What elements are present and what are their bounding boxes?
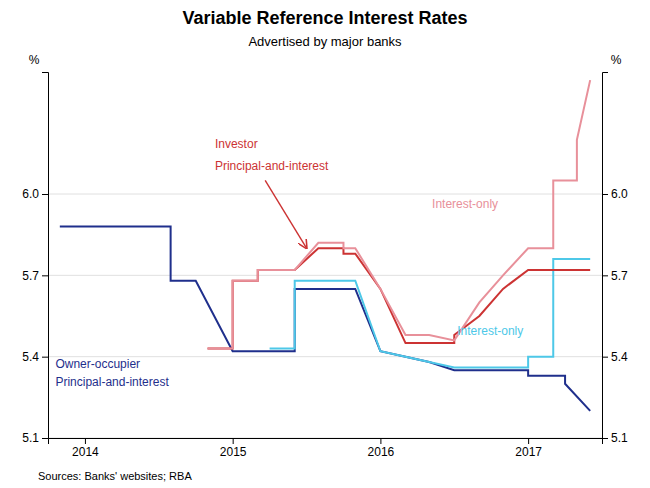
tick-mark — [42, 438, 48, 439]
tick-label: 6.0 — [22, 187, 39, 201]
tick: 6.0 — [22, 187, 48, 201]
tick: 2015 — [220, 438, 247, 459]
annotation: Interest-only — [457, 324, 523, 338]
tick-mark — [602, 275, 608, 276]
tick-label: 6.0 — [611, 187, 628, 201]
tick-mark — [85, 438, 86, 444]
tick-label: 2016 — [368, 445, 395, 459]
tick: 2016 — [368, 438, 395, 459]
tick-label: 2014 — [72, 445, 99, 459]
y-axis-label: % — [29, 53, 40, 67]
tick-mark — [42, 275, 48, 276]
tick-label: 5.7 — [22, 269, 39, 283]
tick: 2017 — [515, 438, 542, 459]
tick-mark — [380, 438, 381, 444]
annotation: Principal-and-interest — [215, 159, 329, 173]
tick-mark — [602, 194, 608, 195]
tick: 5.4 — [22, 350, 48, 364]
tick-mark — [602, 438, 608, 439]
series-line — [270, 259, 591, 367]
annotations: Investor Principal-and-interest Owner-occu… — [55, 137, 523, 390]
tick-label: 5.1 — [611, 431, 628, 445]
chart: 2014 2015 2016 2017 5.1 5.4 5.7 6.0 5.1 5.4 5.7 6.0… — [0, 0, 650, 488]
title: Variable Reference Interest Rates — [182, 8, 467, 28]
tick-mark — [233, 438, 234, 444]
tick-mark — [602, 357, 608, 358]
tick: 5.7 — [22, 269, 48, 283]
y2-axis-label: % — [611, 53, 622, 67]
tick: 5.4 — [602, 350, 628, 364]
tick-mark — [42, 357, 48, 358]
tick: 6.0 — [602, 187, 628, 201]
annotation: Principal-and-interest — [55, 375, 169, 389]
grid-line — [48, 194, 602, 195]
y2-axis-line — [603, 73, 609, 439]
series-line — [208, 80, 591, 348]
x-axis: 2014 2015 2016 2017 — [49, 438, 603, 459]
tick-mark — [528, 438, 529, 444]
tick-label: 2017 — [515, 445, 542, 459]
arrow — [265, 180, 306, 248]
series-line — [208, 248, 591, 348]
tick: 5.1 — [602, 431, 628, 445]
tick-label: 2015 — [220, 445, 247, 459]
tick: 5.7 — [602, 269, 628, 283]
tick: 2014 — [72, 438, 99, 459]
y-axis: 5.1 5.4 5.7 6.0 — [22, 73, 48, 446]
tick-mark — [42, 194, 48, 195]
tick-label: 5.1 — [22, 431, 39, 445]
source: Sources: Banks' websites; RBA — [38, 470, 192, 482]
annotation: Owner-occupier — [55, 357, 140, 371]
annotation: Investor — [215, 137, 258, 151]
grid — [48, 194, 602, 438]
x-axis-line — [49, 439, 603, 445]
tick: 5.1 — [22, 431, 48, 445]
tick-label: 5.7 — [611, 269, 628, 283]
y-axis-line — [42, 73, 49, 439]
annotation: Interest-only — [432, 197, 498, 211]
tick-label: 5.4 — [22, 350, 39, 364]
tick-label: 5.4 — [611, 350, 628, 364]
subtitle: Advertised by major banks — [248, 34, 402, 49]
y2-axis: 5.1 5.4 5.7 6.0 — [602, 73, 628, 446]
